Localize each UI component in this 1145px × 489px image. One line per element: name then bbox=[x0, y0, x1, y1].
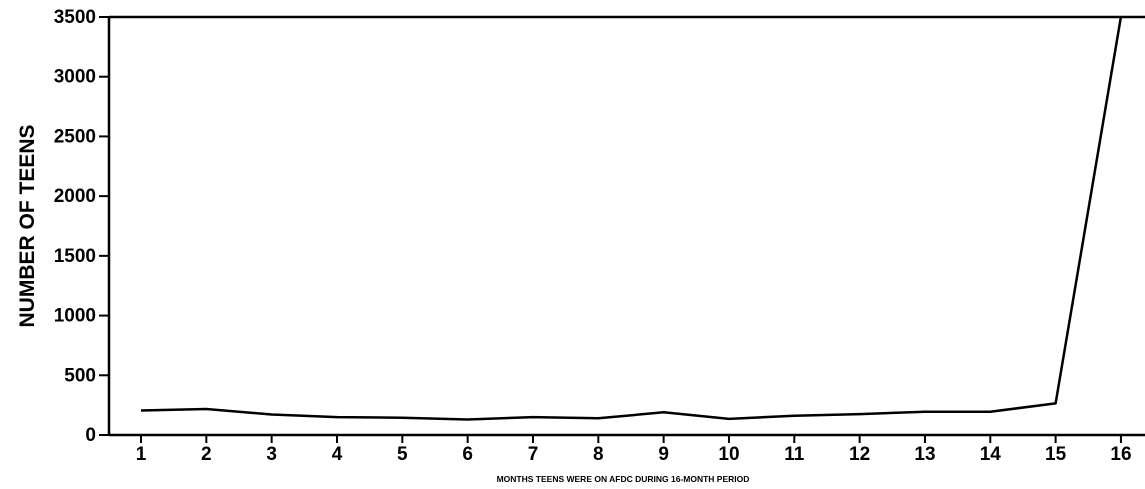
x-tick-label: 11 bbox=[784, 444, 805, 465]
x-tick-label: 6 bbox=[462, 444, 473, 465]
x-tick-label: 9 bbox=[658, 444, 669, 465]
y-axis-ticks: 0 500 1000 1500 2000 2500 3000 3500 bbox=[54, 7, 109, 446]
y-tick-label: 1000 bbox=[54, 306, 96, 327]
x-axis-title: MONTHS TEENS WERE ON AFDC DURING 16-MONT… bbox=[497, 474, 750, 484]
x-tick-label: 2 bbox=[201, 444, 212, 465]
axes bbox=[107, 15, 1145, 437]
y-tick-label: 3500 bbox=[54, 7, 96, 28]
series-line bbox=[140, 16, 1123, 421]
y-tick-label: 2000 bbox=[54, 186, 96, 207]
y-axis-title: NUMBER OF TEENS bbox=[16, 124, 39, 327]
x-tick-label: 13 bbox=[914, 444, 935, 465]
y-tick-label: 500 bbox=[64, 365, 96, 386]
x-tick-label: 3 bbox=[266, 444, 277, 465]
x-tick-label: 12 bbox=[849, 444, 870, 465]
y-tick-label: 3000 bbox=[54, 67, 96, 88]
x-tick-label: 1 bbox=[136, 444, 147, 465]
x-tick-label: 5 bbox=[397, 444, 408, 465]
data-series bbox=[140, 16, 1123, 421]
x-tick-label: 7 bbox=[528, 444, 539, 465]
x-tick-label: 4 bbox=[332, 444, 343, 465]
x-axis-ticks: 1 2 3 4 5 6 7 8 9 10 11 12 13 14 15 16 bbox=[136, 435, 1132, 465]
y-tick-label: 2500 bbox=[54, 126, 96, 147]
y-tick-label: 1500 bbox=[54, 246, 96, 267]
x-tick-label: 8 bbox=[593, 444, 604, 465]
x-tick-label: 14 bbox=[980, 444, 1002, 465]
x-tick-label: 16 bbox=[1110, 444, 1131, 465]
x-tick-label: 10 bbox=[718, 444, 739, 465]
y-tick-label: 0 bbox=[85, 425, 96, 446]
x-tick-label: 15 bbox=[1045, 444, 1067, 465]
